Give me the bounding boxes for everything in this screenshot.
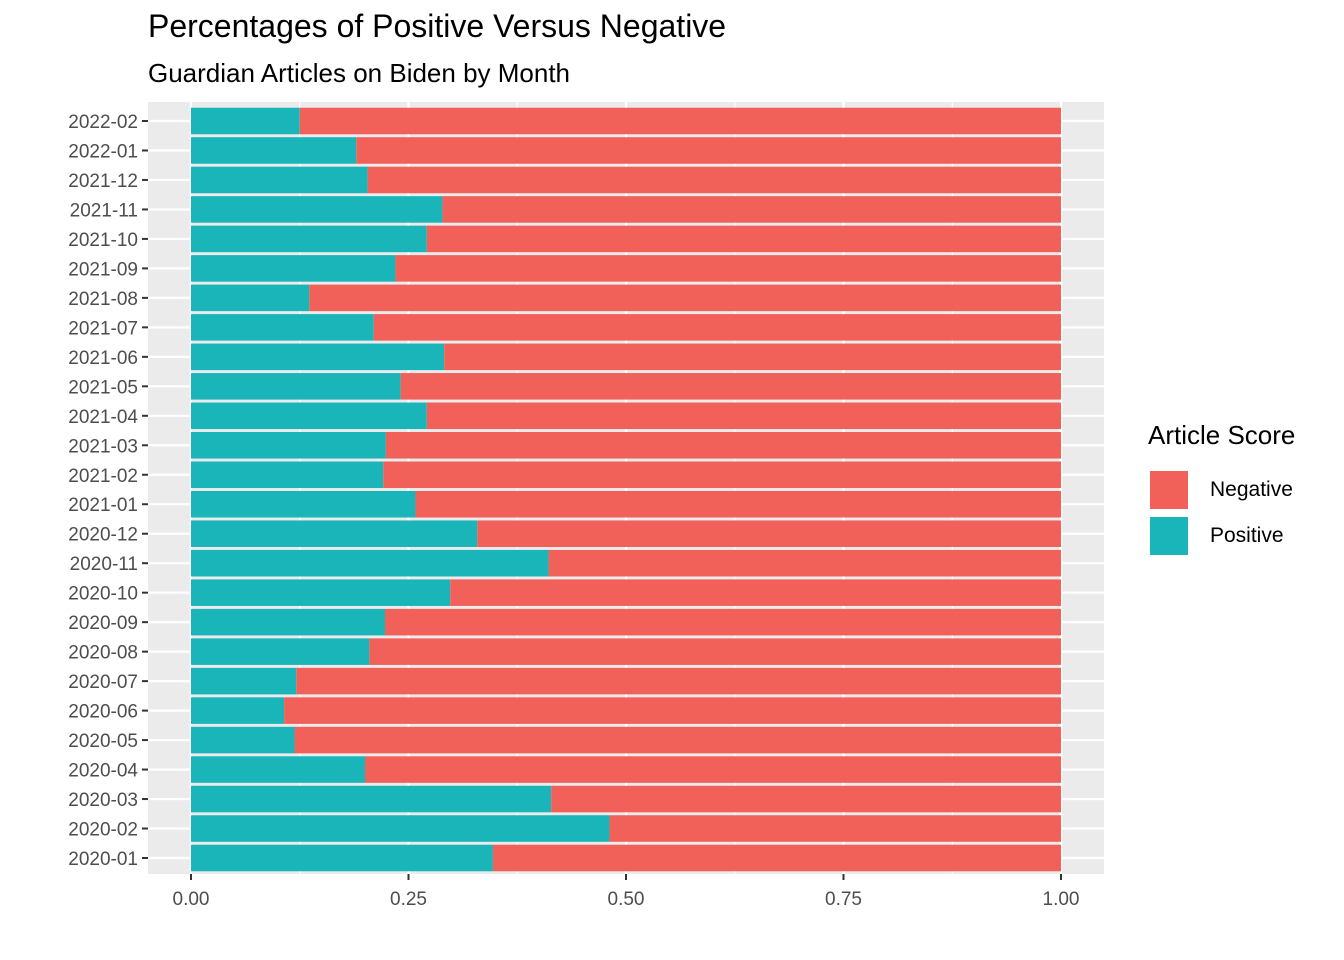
bar-positive [191, 225, 427, 253]
y-tick-label: 2020-05 [68, 731, 138, 752]
bar-negative [400, 373, 1061, 400]
bar-negative [492, 844, 1061, 872]
y-tick-label: 2021-01 [68, 495, 138, 516]
y-tick-label: 2020-01 [68, 849, 138, 870]
y-tick-label: 2021-07 [68, 318, 138, 339]
bar-positive [191, 255, 396, 282]
y-tick-label: 2020-11 [70, 554, 138, 575]
bar-negative [356, 137, 1061, 164]
bar-positive [191, 432, 386, 459]
legend: Article Score Negative Positive [1148, 420, 1295, 559]
x-tick-label: 0.50 [608, 889, 645, 910]
y-tick-label: 2021-03 [68, 436, 138, 457]
bar-positive [191, 137, 357, 164]
bar-negative [426, 225, 1061, 253]
bar-positive [191, 343, 445, 371]
x-tick-label: 0.75 [825, 889, 862, 910]
bar-positive [191, 844, 493, 872]
bar-negative [385, 608, 1061, 636]
bar-negative [369, 638, 1062, 665]
bar-positive [191, 520, 478, 547]
bar-negative [477, 520, 1062, 547]
bar-positive [191, 314, 374, 341]
bar-positive [191, 461, 384, 489]
y-tick-label: 2021-09 [68, 259, 138, 280]
legend-item-negative: Negative [1148, 467, 1295, 513]
bar-negative [365, 756, 1061, 783]
bar-negative [299, 107, 1061, 135]
bar-positive [191, 549, 549, 577]
bar-positive [191, 490, 416, 518]
bar-positive [191, 373, 401, 400]
y-tick-label: 2020-12 [68, 525, 138, 546]
bar-negative [609, 815, 1061, 842]
y-tick-label: 2021-04 [68, 407, 138, 428]
bar-positive [191, 579, 451, 606]
legend-key-negative [1148, 469, 1190, 511]
bar-negative [551, 785, 1061, 813]
legend-label-negative: Negative [1210, 478, 1293, 501]
bar-negative [309, 284, 1061, 312]
bar-negative [426, 402, 1061, 430]
x-tick-label: 0.25 [390, 889, 427, 910]
bar-negative [296, 667, 1061, 695]
legend-key-positive [1148, 515, 1190, 557]
bar-positive [191, 726, 295, 754]
bar-negative [367, 166, 1061, 194]
bar-positive [191, 608, 386, 636]
chart-title: Percentages of Positive Versus Negative [148, 8, 727, 44]
bar-positive [191, 667, 297, 695]
bar-negative [395, 255, 1061, 282]
legend-title: Article Score [1148, 420, 1296, 450]
bar-negative [383, 461, 1061, 489]
bar-negative [415, 490, 1062, 518]
y-tick-label: 2022-02 [68, 112, 138, 133]
y-tick-label: 2020-06 [68, 702, 138, 723]
legend-label-positive: Positive [1210, 524, 1284, 547]
bar-negative [450, 579, 1061, 606]
bar-positive [191, 638, 370, 665]
y-tick-label: 2021-12 [68, 171, 138, 192]
bar-positive [191, 196, 443, 223]
y-tick-label: 2020-10 [68, 584, 138, 605]
chart-subtitle: Guardian Articles on Biden by Month [148, 58, 571, 88]
y-tick-label: 2020-07 [68, 672, 138, 693]
y-tick-label: 2021-10 [68, 230, 138, 251]
y-tick-label: 2020-03 [68, 790, 138, 811]
bar-positive [191, 815, 610, 842]
y-tick-label: 2020-02 [68, 820, 138, 841]
bar-negative [548, 549, 1061, 577]
bar-negative [385, 432, 1061, 459]
y-tick-label: 2021-08 [68, 289, 138, 310]
bar-positive [191, 284, 310, 312]
y-tick-label: 2020-08 [68, 643, 138, 664]
y-tick-label: 2021-06 [68, 348, 138, 369]
bar-positive [191, 402, 427, 430]
bar-positive [191, 785, 552, 813]
x-tick-label: 0.00 [173, 889, 210, 910]
bar-negative [373, 314, 1061, 341]
bar-positive [191, 756, 365, 783]
bar-negative [442, 196, 1061, 223]
bar-negative [294, 726, 1061, 754]
x-tick-label: 1.00 [1043, 889, 1080, 910]
y-tick-label: 2020-09 [68, 613, 138, 634]
y-tick-label: 2021-05 [68, 377, 138, 398]
bar-negative [444, 343, 1061, 371]
y-tick-label: 2021-02 [68, 466, 138, 487]
bar-positive [191, 107, 300, 135]
bar-positive [191, 166, 368, 194]
y-tick-label: 2022-01 [68, 141, 138, 162]
y-tick-label: 2021-11 [70, 200, 138, 221]
legend-item-positive: Positive [1148, 513, 1295, 559]
bar-positive [191, 697, 285, 724]
bar-negative [284, 697, 1062, 724]
y-tick-label: 2020-04 [68, 761, 138, 782]
